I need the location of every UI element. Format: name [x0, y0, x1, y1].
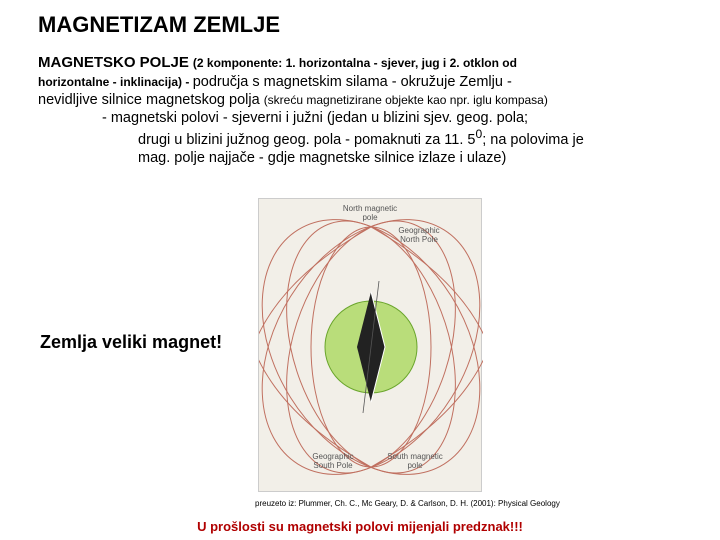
line3a: nevidljive silnice magnetskog polja: [38, 92, 264, 108]
line4: - magnetski polovi - sjeverni i južni (j…: [102, 109, 700, 127]
line2-small: horizontalne - inklinacija) -: [38, 75, 193, 89]
line3-small: (skreću magnetizirane objekte kao npr. i…: [264, 93, 548, 107]
page-title: MAGNETIZAM ZEMLJE: [38, 12, 280, 38]
label-geo-south: Geographic South Pole: [303, 453, 363, 471]
citation-text: preuzeto iz: Plummer, Ch. C., Mc Geary, …: [252, 498, 563, 509]
footer-note: U prošlosti su magnetski polovi mijenjal…: [0, 519, 720, 534]
lead-small: (2 komponente: 1. horizontalna - sjever,…: [193, 56, 517, 70]
line5a: drugi u blizini južnog geog. pola - poma…: [138, 132, 475, 148]
body-text: MAGNETSKO POLJE (2 komponente: 1. horizo…: [38, 54, 700, 167]
line2-rest: područja s magnetskim silama - okružuje …: [193, 74, 512, 90]
magnetic-field-diagram: North magnetic pole Geographic North Pol…: [258, 198, 482, 492]
big-magnet-exclaim: Zemlja veliki magnet!: [40, 332, 222, 353]
label-geo-north: Geographic North Pole: [389, 227, 449, 245]
line6: mag. polje najjače - gdje magnetske siln…: [138, 149, 700, 167]
field-svg: [259, 199, 483, 493]
label-south-magnetic: South magnetic pole: [385, 453, 445, 471]
lead-bold: MAGNETSKO POLJE: [38, 54, 189, 71]
line5b: ; na polovima je: [482, 132, 584, 148]
label-north-magnetic: North magnetic pole: [340, 205, 400, 223]
